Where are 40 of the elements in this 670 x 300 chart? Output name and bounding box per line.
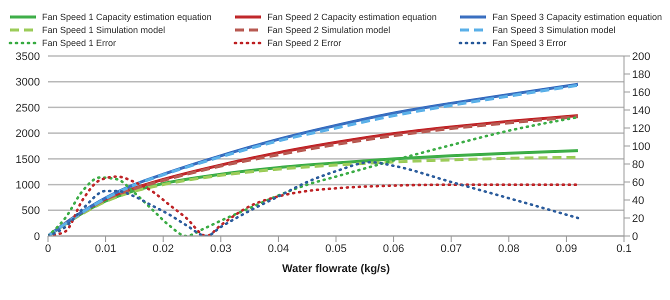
y2-tick-label: 120 bbox=[632, 122, 650, 135]
x-tick-label: 0.04 bbox=[268, 242, 290, 255]
y2-tick-label: 0 bbox=[632, 230, 638, 243]
y2-tick-label: 200 bbox=[632, 50, 650, 63]
y2-tick-label: 180 bbox=[632, 68, 650, 81]
y2-tick-label: 40 bbox=[632, 194, 644, 207]
y-tick-label: 0 bbox=[34, 230, 40, 243]
y-tick-label: 1500 bbox=[16, 154, 40, 166]
legend-label: Fan Speed 3 Simulation model bbox=[492, 25, 616, 35]
x-tick-label: 0.05 bbox=[325, 242, 347, 255]
y2-tick-label: 60 bbox=[632, 176, 644, 189]
legend-label: Fan Speed 1 Simulation model bbox=[42, 25, 166, 35]
y2-tick-label: 140 bbox=[632, 104, 650, 117]
legend-label: Fan Speed 1 Capacity estimation equation bbox=[42, 12, 212, 22]
legend-label: Fan Speed 3 Error bbox=[492, 38, 566, 48]
x-tick-label: 0.07 bbox=[440, 242, 462, 255]
x-tick-label: 0.06 bbox=[382, 242, 404, 255]
x-tick-label: 0 bbox=[44, 242, 52, 255]
legend-label: Fan Speed 2 Error bbox=[267, 38, 342, 48]
legend-label: Fan Speed 2 Simulation model bbox=[267, 25, 390, 35]
legend-label: Fan Speed 3 Capacity estimation equation bbox=[492, 12, 662, 22]
x-tick-label: 0.03 bbox=[210, 242, 232, 255]
x-tick-label: 0.1 bbox=[616, 242, 632, 255]
x-axis-title: Water flowrate (kg/s) bbox=[282, 263, 390, 275]
y2-tick-label: 20 bbox=[632, 212, 644, 225]
y2-tick-label: 80 bbox=[632, 158, 644, 171]
y-tick-label: 2000 bbox=[16, 128, 40, 140]
y-tick-label: 2500 bbox=[16, 102, 40, 114]
x-tick-label: 0.08 bbox=[498, 242, 520, 255]
y2-tick-label: 100 bbox=[632, 140, 650, 153]
x-tick-label: 0.09 bbox=[556, 242, 578, 255]
y-tick-label: 3000 bbox=[16, 76, 40, 89]
y-tick-label: 3500 bbox=[16, 50, 40, 63]
legend-label: Fan Speed 2 Capacity estimation equation bbox=[267, 12, 437, 22]
x-tick-label: 0.01 bbox=[94, 242, 116, 255]
x-tick-label: 0.02 bbox=[152, 242, 174, 255]
y-tick-label: 1000 bbox=[16, 179, 40, 192]
y2-tick-label: 160 bbox=[632, 86, 650, 99]
y-tick-label: 500 bbox=[22, 205, 40, 218]
legend-label: Fan Speed 1 Error bbox=[42, 38, 116, 48]
